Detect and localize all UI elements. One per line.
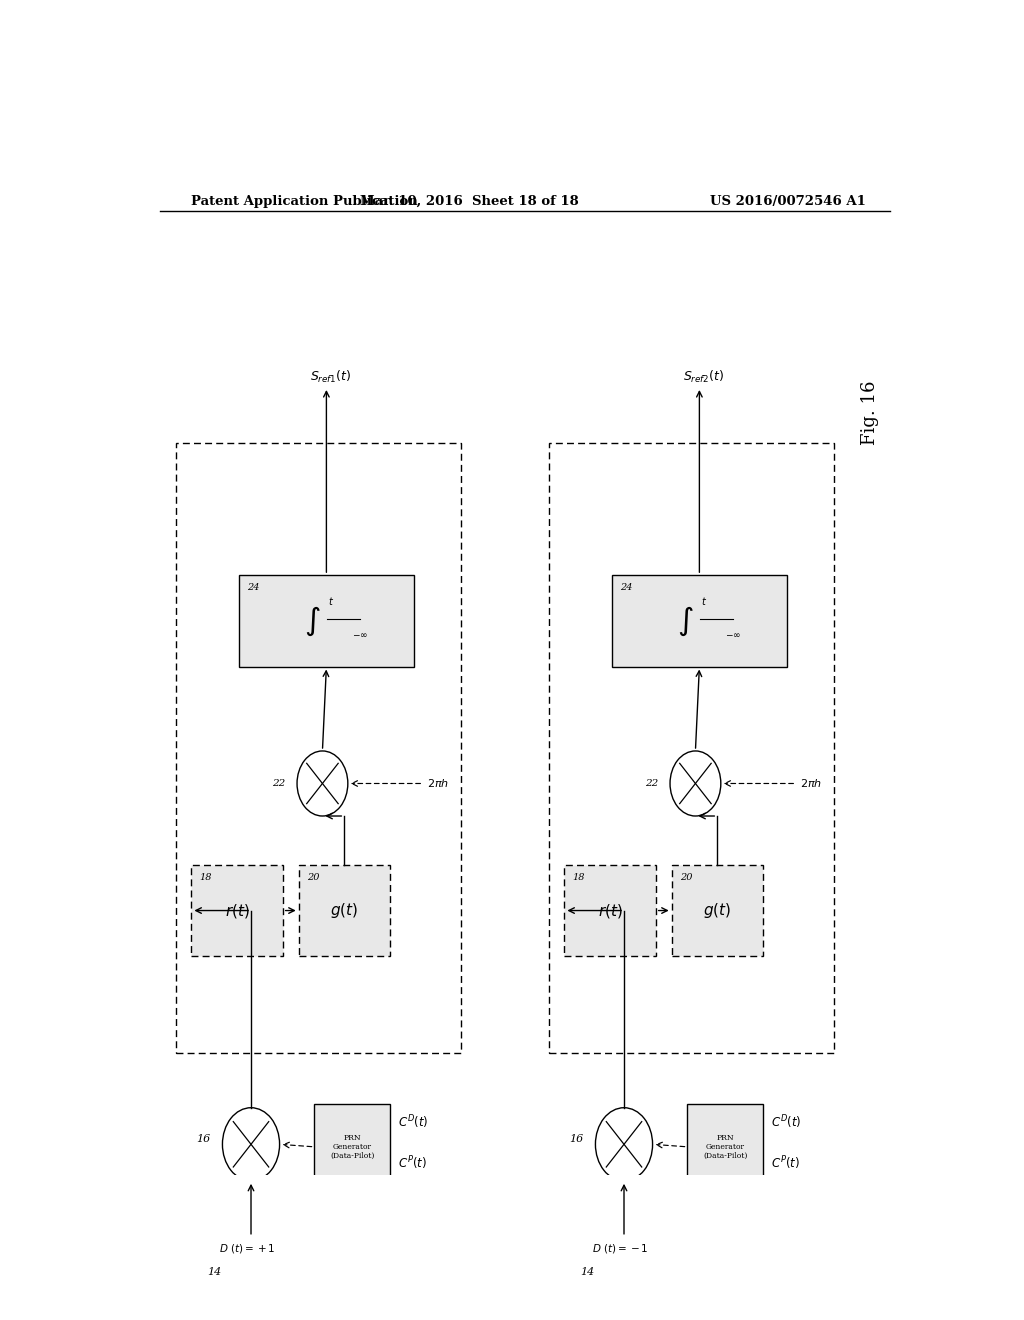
Text: US 2016/0072546 A1: US 2016/0072546 A1 [711,194,866,207]
Text: $C^P(t)$: $C^P(t)$ [397,1155,427,1172]
Text: $C^D(t)$: $C^D(t)$ [771,1114,802,1131]
Text: $-\infty$: $-\infty$ [352,631,368,640]
FancyBboxPatch shape [564,865,655,956]
Text: 20: 20 [680,873,692,882]
Text: PRN
Generator
(Data-Pilot): PRN Generator (Data-Pilot) [703,1134,748,1160]
Text: 24: 24 [620,583,633,593]
Text: $t$: $t$ [701,594,708,606]
Text: $2\pi h$: $2\pi h$ [800,777,822,789]
Text: $g(t)$: $g(t)$ [703,902,731,920]
Text: $r(t)$: $r(t)$ [598,902,623,920]
Text: $2\pi h$: $2\pi h$ [427,777,450,789]
Text: $C^D(t)$: $C^D(t)$ [397,1114,428,1131]
Text: $S_{ref1}(t)$: $S_{ref1}(t)$ [309,370,351,385]
Text: $g(t)$: $g(t)$ [330,902,358,920]
Text: 20: 20 [306,873,319,882]
Text: 24: 24 [247,583,259,593]
Text: Fig. 16: Fig. 16 [861,380,879,445]
FancyBboxPatch shape [299,865,390,956]
FancyBboxPatch shape [612,576,786,667]
FancyBboxPatch shape [672,865,763,956]
Text: PRN
Generator
(Data-Pilot): PRN Generator (Data-Pilot) [330,1134,375,1160]
Text: 14: 14 [207,1267,221,1278]
Text: 16: 16 [569,1134,584,1144]
Text: $\int$: $\int$ [304,605,321,638]
FancyBboxPatch shape [240,576,414,667]
Text: 14: 14 [581,1267,595,1278]
Text: 22: 22 [645,779,658,788]
Text: Patent Application Publication: Patent Application Publication [191,194,418,207]
Text: 18: 18 [572,873,585,882]
FancyBboxPatch shape [314,1104,390,1191]
Text: $-\infty$: $-\infty$ [725,631,741,640]
Text: $D\ (t)=-1$: $D\ (t)=-1$ [592,1242,648,1255]
Text: $S_{ref2}(t)$: $S_{ref2}(t)$ [683,370,724,385]
Text: $D\ (t)=+1$: $D\ (t)=+1$ [219,1242,275,1255]
FancyBboxPatch shape [191,865,283,956]
Text: 16: 16 [197,1134,211,1144]
Text: $t$: $t$ [329,594,335,606]
Text: 18: 18 [200,873,212,882]
Text: Mar. 10, 2016  Sheet 18 of 18: Mar. 10, 2016 Sheet 18 of 18 [359,194,579,207]
Text: $C^P(t)$: $C^P(t)$ [771,1155,800,1172]
Text: $\int$: $\int$ [677,605,693,638]
Text: 22: 22 [272,779,285,788]
Text: $r(t)$: $r(t)$ [224,902,250,920]
FancyBboxPatch shape [687,1104,763,1191]
